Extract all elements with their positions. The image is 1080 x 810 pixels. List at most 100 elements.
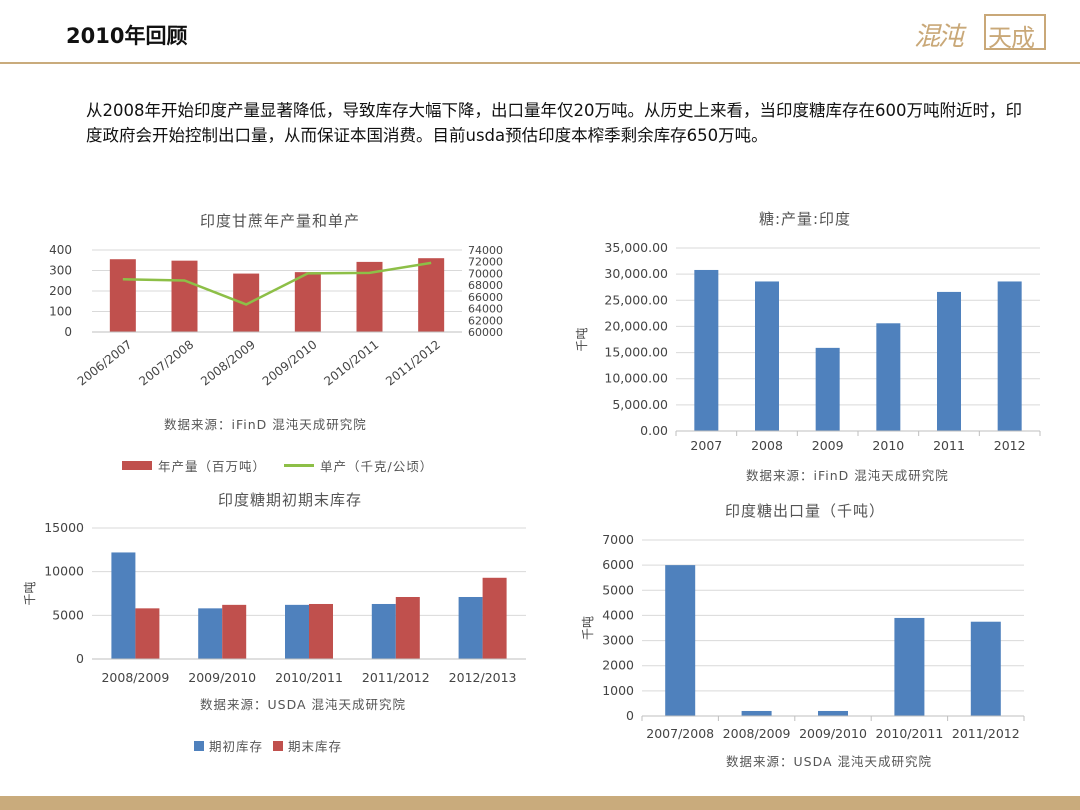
y-tick-label: 200 [49,284,72,298]
y-tick-label: 0 [76,651,84,666]
logo-seal-mark: 天成 [984,14,1046,52]
bar-production [876,323,901,431]
y-tick-label: 400 [49,243,72,257]
chart3-title: 印度糖期初期末库存 [217,491,362,509]
x-tick-label: 2009/2010 [188,670,256,685]
bar-opening-stock [458,596,483,659]
y2-tick-label: 72000 [468,256,503,269]
chart2-source: 数据来源：iFinD 混沌天成研究院 [746,468,949,483]
legend-swatch-yield [284,464,315,467]
bar-opening-stock [371,603,396,659]
chart3-source: 数据来源：USDA 混沌天成研究院 [200,697,407,712]
bar-exports [894,617,925,716]
page-title: 2010年回顾 [66,24,188,48]
y2-tick-label: 62000 [468,314,503,327]
y-tick-label: 7000 [602,532,634,547]
y-axis-label: 千吨 [581,616,595,640]
x-tick-label: 2009/2010 [799,726,867,741]
x-tick-label: 2010/2011 [321,337,381,388]
y-tick-label: 35,000.00 [604,240,668,255]
y-tick-label: 30,000.00 [604,266,668,281]
bar-production [997,281,1022,431]
bar-exports [741,710,772,716]
chart2-sugar-production: 0.00 5,000.00 10,000.00 15,000.00 20,000.00 2… [575,240,1041,453]
legend-label-closing: 期末库存 [288,739,343,754]
y-tick-label: 25,000.00 [604,292,668,307]
bar-opening-stock [285,604,309,659]
bar-exports [665,565,696,716]
bar-production [233,273,260,332]
bar-production [418,258,445,332]
y-axis-label: 千吨 [575,327,589,351]
x-tick-label: 2010/2011 [875,726,943,741]
chart3-sugar-stocks: 0 5000 10000 15000 2008/2009 2009/2010 2010/20… [23,520,526,685]
bar-exports [970,621,1001,716]
y-tick-label: 2000 [602,658,634,673]
header-divider [0,62,1080,64]
y-tick-label: 4000 [602,607,634,622]
y2-tick-label: 68000 [468,279,503,292]
legend-swatch-opening [194,740,204,751]
chart1-legend: 年产量（百万吨） 单产（千克/公顷） [122,456,433,475]
chart4-source: 数据来源：USDA 混沌天成研究院 [726,754,933,769]
chart3-legend: 期初库存 期末库存 [194,736,342,755]
x-tick-label: 2007 [690,438,722,453]
legend-label-yield: 单产（千克/公顷） [320,459,434,474]
bar-closing-stock [309,603,333,659]
x-tick-label: 2011 [933,438,965,453]
chart2-title: 糖:产量:印度 [758,210,852,228]
y-tick-label: 300 [49,264,72,278]
chart1-title: 印度甘蔗年产量和单产 [199,212,360,230]
bar-opening-stock [198,608,223,659]
legend-swatch-production [122,461,152,470]
bar-closing-stock [135,608,160,659]
x-tick-label: 2011/2012 [952,726,1020,741]
x-tick-label: 2007/2008 [646,726,714,741]
y-tick-label: 1000 [602,683,634,698]
y-tick-label: 5000 [602,582,634,597]
y-tick-label: 0 [626,708,634,723]
bar-production [109,259,136,332]
y2-tick-label: 66000 [468,291,503,304]
y-tick-label: 0.00 [640,423,668,438]
intro-paragraph: 从2008年开始印度产量显著降低，导致库存大幅下降，出口量年仅20万吨。从历史上… [86,101,1022,145]
chart4-title: 印度糖出口量（千吨） [724,502,885,520]
chart1-sugarcane-production: 0 100 200 300 400 600006200064000660006800070… [49,243,503,388]
y-axis-label: 千吨 [23,581,37,605]
bar-closing-stock [395,596,420,659]
x-tick-label: 2010/2011 [275,670,343,685]
x-tick-label: 2011/2012 [383,337,443,388]
line-yield [122,261,432,306]
x-tick-label: 2012/2013 [449,670,517,685]
y2-tick-label: 70000 [468,267,503,280]
bar-exports [818,710,848,716]
y-tick-label: 10,000.00 [604,371,668,386]
logo-script-mark: 混沌 [914,22,964,52]
legend-label-production: 年产量（百万吨） [158,459,267,474]
bar-closing-stock [222,604,247,659]
x-tick-label: 2008/2009 [723,726,791,741]
x-tick-label: 2008/2009 [198,337,258,388]
y-tick-label: 0 [64,325,72,339]
x-tick-label: 2010 [872,438,904,453]
x-tick-label: 2008/2009 [101,670,169,685]
bar-production [294,272,321,332]
bar-production [171,260,198,332]
legend-label-opening: 期初库存 [209,739,264,754]
brand-logo: 混沌 天成 [914,12,1048,54]
y-tick-label: 100 [49,305,72,319]
bar-production [755,281,779,431]
x-tick-label: 2007/2008 [136,337,196,388]
chart1-source: 数据来源：iFinD 混沌天成研究院 [164,417,367,432]
bar-production [815,347,840,431]
y-tick-label: 20,000.00 [604,318,668,333]
x-tick-label: 2011/2012 [362,670,430,685]
x-tick-label: 2009 [812,438,844,453]
chart4-sugar-exports: 0 1000 2000 3000 4000 5000 6000 7000 2007/2008 20… [581,532,1025,741]
footer-bar [0,796,1080,810]
x-tick-label: 2009/2010 [260,337,320,388]
legend-swatch-closing [273,740,284,751]
y2-tick-label: 74000 [468,244,503,257]
bar-closing-stock [482,577,507,659]
bar-production [937,291,961,431]
